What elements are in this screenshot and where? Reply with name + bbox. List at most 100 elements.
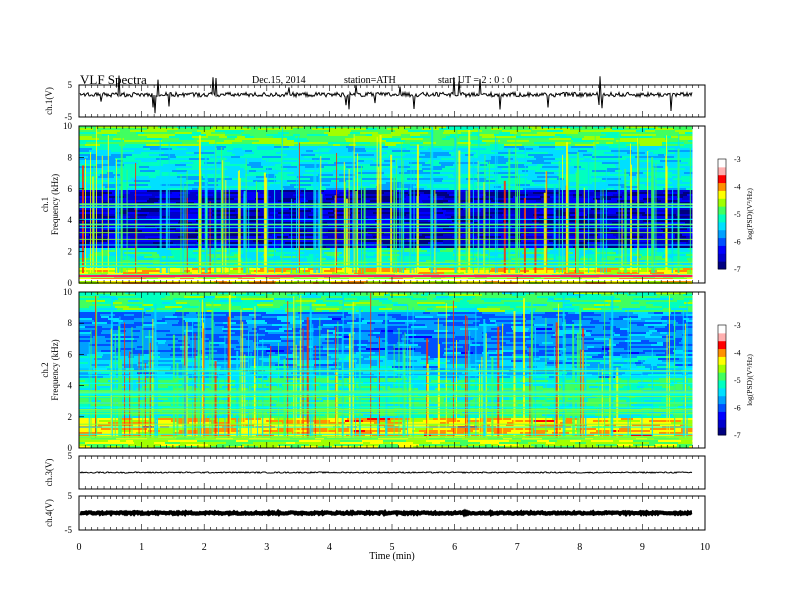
sp1-heatmap-cell xyxy=(543,256,559,258)
sp1-heatmap-cell xyxy=(243,126,251,128)
sp1-heatmap-cell xyxy=(444,220,452,222)
sp2-heatmap-cell xyxy=(654,312,663,314)
sp1-heatmap-cell xyxy=(604,152,613,154)
sp1-heatmap-cell xyxy=(246,178,253,180)
sp2-heatmap-cell xyxy=(272,302,288,304)
sp1-burst xyxy=(317,185,319,273)
sp1-heatmap-cell xyxy=(401,176,423,178)
sp1-heatmap-cell xyxy=(632,196,638,198)
sp1-heatmap-cell xyxy=(107,240,122,242)
sp1-heatmap-cell xyxy=(372,190,395,192)
sp1-heatmap-cell xyxy=(239,192,247,194)
sp1-heatmap-cell xyxy=(520,212,535,214)
sp2-heatmap-cell xyxy=(221,304,232,306)
sp2-heatmap-cell xyxy=(222,294,233,296)
sp1-burst xyxy=(348,169,350,273)
sp1-heatmap-cell xyxy=(294,152,301,154)
sp2-heatmap-cell xyxy=(186,336,201,338)
sp1-heatmap-cell xyxy=(472,262,491,264)
sp2-heatmap-cell xyxy=(357,324,375,326)
sp1-heatmap-cell xyxy=(275,210,298,212)
sp1-heatmap-cell xyxy=(589,192,597,194)
sp1-heatmap-cell xyxy=(355,174,365,176)
sp2-heatmap-cell xyxy=(449,304,471,306)
sp1-heatmap-cell xyxy=(624,172,643,174)
sp1-heatmap-cell xyxy=(455,166,470,168)
sp2-heatmap-cell xyxy=(360,328,374,330)
sp1-heatmap-cell xyxy=(240,166,251,168)
sp2-heatmap-cell xyxy=(179,292,187,294)
sp1-heatmap-cell xyxy=(386,140,405,142)
sp1-heatmap-cell xyxy=(575,216,588,218)
sp1-heatmap-cell xyxy=(127,188,148,190)
sp1-heatmap-cell xyxy=(533,268,546,270)
sp2-heatmap-cell xyxy=(553,342,568,344)
sp1-heatmap-cell xyxy=(248,188,266,190)
sp1-heatmap-cell xyxy=(319,216,329,218)
sp1-heatmap-cell xyxy=(355,240,362,242)
sp1-heatmap-cell xyxy=(686,254,693,256)
sp2-heatmap-cell xyxy=(516,300,539,302)
sp1-heatmap-cell xyxy=(628,214,642,216)
sp2-heatmap-cell xyxy=(603,326,616,328)
sp1-heatmap-cell xyxy=(342,252,362,254)
sp1-heatmap-cell xyxy=(166,268,174,270)
sp1-heatmap-cell xyxy=(184,234,202,236)
sp1-heatmap-cell xyxy=(186,228,195,230)
sp1-heatmap-cell xyxy=(273,222,280,224)
sp1-heatmap-cell xyxy=(307,230,328,232)
sp1-heatmap-cell xyxy=(629,256,641,258)
sp1-heatmap-cell xyxy=(350,142,356,144)
sp1-heatmap-cell xyxy=(414,192,424,194)
sp1-heatmap-cell xyxy=(582,126,593,128)
sp1-heatmap-cell xyxy=(316,126,336,128)
sp1-heatmap-cell xyxy=(79,196,94,198)
sp2-heatmap-cell xyxy=(396,322,405,324)
sp1-heatmap-cell xyxy=(280,202,301,204)
sp1-heatmap-cell xyxy=(309,140,332,142)
sp1-heatmap-cell xyxy=(611,198,632,200)
sp1-heatmap-cell xyxy=(250,134,266,136)
sp1-heatmap-cell xyxy=(350,256,370,258)
sp2-heatmap-cell xyxy=(204,346,217,348)
sp1-heatmap-cell xyxy=(450,172,457,174)
sp1-heatmap-cell xyxy=(411,126,431,128)
sp1-heatmap-cell xyxy=(507,192,520,194)
sp1-heatmap-cell xyxy=(443,186,453,188)
sp1-heatmap-cell xyxy=(333,210,349,212)
sp2-heatmap-cell xyxy=(586,330,592,332)
sp2-heatmap-cell xyxy=(79,350,101,352)
sp1-heatmap-cell xyxy=(602,242,623,244)
sp1-heatmap-cell xyxy=(615,192,622,194)
sp1-heatmap-cell xyxy=(296,198,306,200)
sp1-burst xyxy=(291,198,293,273)
sp1-heatmap-cell xyxy=(657,254,663,256)
sp2-heatmap-cell xyxy=(397,326,411,328)
sp2-heatmap-cell xyxy=(562,320,572,322)
sp2-heatmap-cell xyxy=(594,312,613,314)
sp1-heatmap-cell xyxy=(488,254,498,256)
sp1-heatmap-cell xyxy=(126,156,147,158)
sp1-heatmap-cell xyxy=(560,226,570,228)
sp2-heatmap-cell xyxy=(501,300,509,302)
sp2-heatmap-cell xyxy=(177,328,192,330)
sp1-heatmap-cell xyxy=(121,170,140,172)
sp1-heatmap-cell xyxy=(616,166,637,168)
sp2-heatmap-cell xyxy=(581,296,597,298)
sp2-heatmap-cell xyxy=(474,348,483,350)
sp2-heatmap-cell xyxy=(205,348,211,350)
sp1-heatmap-cell xyxy=(655,178,673,180)
sp2-heatmap-cell xyxy=(241,314,249,316)
sp1-heatmap-cell xyxy=(392,168,407,170)
sp1-heatmap-cell xyxy=(161,162,172,164)
sp1-heatmap-cell xyxy=(249,144,268,146)
sp1-heatmap-cell xyxy=(252,130,266,132)
sp1-heatmap-cell xyxy=(529,270,537,272)
sp1-heatmap-cell xyxy=(140,170,155,172)
sp1-heatmap-cell xyxy=(379,226,390,228)
sp1-heatmap-cell xyxy=(655,128,674,130)
sp1-heatmap-cell xyxy=(276,250,297,252)
sp1-heatmap-cell xyxy=(381,252,388,254)
sp1-heatmap-cell xyxy=(501,262,522,264)
sp2-heatmap-cell xyxy=(265,330,284,332)
